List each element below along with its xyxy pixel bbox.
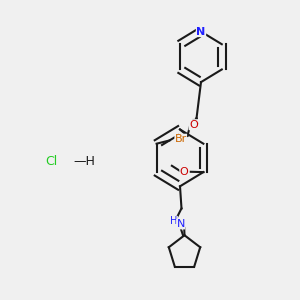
Text: Br: Br bbox=[175, 134, 187, 144]
Text: Cl: Cl bbox=[45, 154, 57, 168]
Text: —H: —H bbox=[74, 154, 95, 168]
Text: O: O bbox=[179, 167, 188, 177]
Text: O: O bbox=[189, 120, 198, 130]
Text: N: N bbox=[176, 219, 185, 229]
Text: N: N bbox=[196, 27, 206, 37]
Text: H: H bbox=[170, 216, 178, 226]
